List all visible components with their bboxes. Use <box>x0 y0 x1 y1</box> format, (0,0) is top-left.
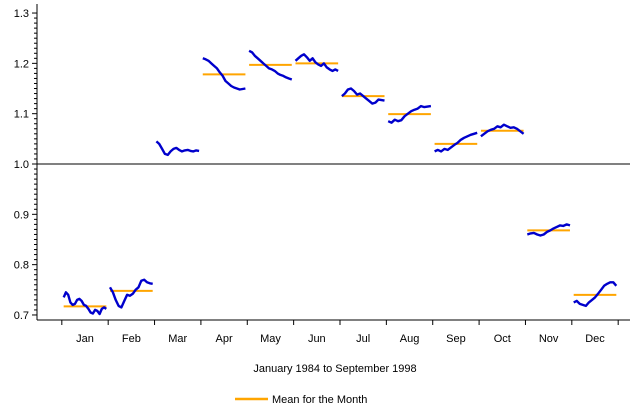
y-tick-label: 0.9 <box>14 209 29 221</box>
x-tick-label: Aug <box>400 333 420 345</box>
series-line-sep <box>434 131 478 153</box>
series-line-nov <box>526 223 571 237</box>
series-marks <box>62 49 618 316</box>
x-tick-label: Dec <box>585 333 605 345</box>
y-tick-label: 0.7 <box>14 310 29 322</box>
x-tick-label: Sep <box>446 333 466 345</box>
y-tick-label: 1.1 <box>14 109 29 121</box>
legend: Mean for the Month <box>235 394 367 406</box>
series-line-may <box>248 49 293 81</box>
x-tick-label: Oct <box>494 333 511 345</box>
y-tick-label: 1.2 <box>14 58 29 70</box>
series-line-apr <box>202 57 246 91</box>
series-line-dec <box>573 281 618 308</box>
x-axis-title: January 1984 to September 1998 <box>253 363 416 375</box>
series-line-jun <box>294 53 339 73</box>
series-line-jul <box>341 87 385 105</box>
x-tick-label: Apr <box>216 333 233 345</box>
x-tick-label: May <box>260 333 281 345</box>
axes: 0.7 0.8 0.9 1.0 1.1 1.2 1.3 Jan Feb Mar Apr May Jun J… <box>14 4 630 345</box>
series-line-oct <box>480 123 525 138</box>
y-tick-label: 1.3 <box>14 8 29 20</box>
x-tick-label: Jun <box>308 333 326 345</box>
series-line-aug <box>387 104 432 124</box>
x-tick-label: Mar <box>168 333 187 345</box>
series-line-mar <box>155 140 200 157</box>
x-tick-label: Jul <box>356 333 370 345</box>
y-tick-label: 1.0 <box>14 159 29 171</box>
x-tick-label: Feb <box>122 333 141 345</box>
legend-label-mean: Mean for the Month <box>272 394 367 406</box>
x-tick-label: Nov <box>539 333 559 345</box>
y-tick-label: 0.8 <box>14 260 29 272</box>
series-line-jan <box>62 291 107 316</box>
x-tick-label: Jan <box>76 333 94 345</box>
series-line-feb <box>108 278 153 309</box>
